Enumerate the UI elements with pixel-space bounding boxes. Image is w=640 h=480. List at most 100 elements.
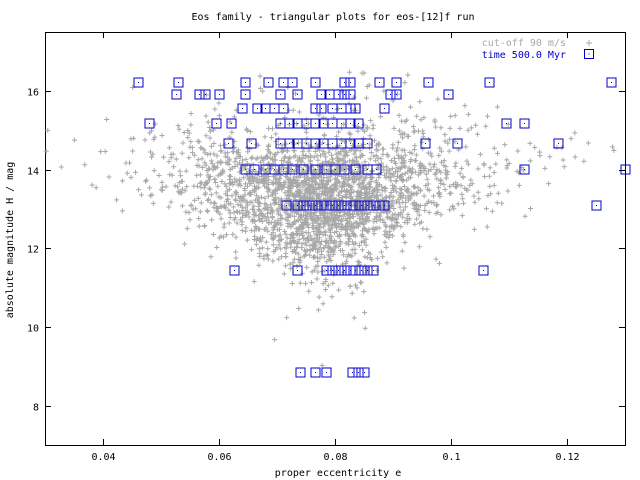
gray-cross-point <box>368 149 374 155</box>
gray-cross-point <box>380 151 386 157</box>
blue-box-point <box>275 89 286 100</box>
gray-cross-point <box>334 133 340 139</box>
gray-cross-point <box>296 109 302 115</box>
gray-cross-point <box>311 254 317 260</box>
gray-cross-point <box>188 139 194 145</box>
legend-sample-dot <box>588 53 590 55</box>
gray-cross-point <box>383 194 389 200</box>
blue-box-dot <box>355 270 356 271</box>
gray-cross-point <box>188 110 194 116</box>
blue-box-dot <box>338 94 339 95</box>
blue-box-point <box>246 138 257 149</box>
gray-cross-point <box>291 174 297 180</box>
gray-cross-point <box>196 223 202 229</box>
blue-box-point <box>316 89 327 100</box>
gray-cross-point <box>239 167 245 173</box>
gray-cross-point <box>310 246 316 252</box>
gray-cross-point <box>363 236 369 242</box>
gray-cross-point <box>414 190 420 196</box>
gray-cross-point <box>383 195 389 201</box>
gray-cross-point <box>402 131 408 137</box>
blue-box-point <box>321 200 332 211</box>
gray-cross-point <box>485 193 491 199</box>
gray-cross-point <box>314 193 320 199</box>
gray-cross-point <box>45 127 51 133</box>
gray-cross-point <box>364 191 370 197</box>
gray-cross-point <box>472 199 478 205</box>
gray-cross-point <box>175 184 181 190</box>
blue-box-dot <box>350 143 351 144</box>
gray-cross-point <box>316 229 322 235</box>
gray-cross-point <box>428 167 434 173</box>
gray-cross-point <box>395 213 401 219</box>
gray-cross-point <box>494 150 500 156</box>
gray-cross-point <box>321 254 327 260</box>
gray-cross-point <box>527 205 533 211</box>
gray-cross-point <box>427 234 433 240</box>
gray-cross-point <box>321 178 327 184</box>
gray-cross-point <box>367 209 373 215</box>
gray-cross-point <box>195 138 201 144</box>
gray-cross-point <box>417 203 423 209</box>
blue-box-point <box>501 118 512 129</box>
blue-box-point <box>606 77 617 88</box>
gray-cross-point <box>302 240 308 246</box>
gray-cross-point <box>326 149 332 155</box>
gray-cross-point <box>306 192 312 198</box>
gray-cross-point <box>408 104 414 110</box>
gray-cross-point <box>256 213 262 219</box>
gray-cross-point <box>232 159 238 165</box>
gray-cross-point <box>208 143 214 149</box>
gray-cross-point <box>362 159 368 165</box>
gray-cross-point <box>294 183 300 189</box>
blue-box-point <box>350 103 361 114</box>
gray-cross-point <box>426 198 432 204</box>
gray-cross-point <box>265 189 271 195</box>
gray-cross-point <box>398 210 404 216</box>
gray-cross-point <box>205 119 211 125</box>
blue-box-point <box>591 200 602 211</box>
gray-cross-point <box>315 220 321 226</box>
blue-box-dot <box>149 123 150 124</box>
gray-cross-point <box>431 164 437 170</box>
gray-cross-point <box>150 200 156 206</box>
gray-cross-point <box>504 165 510 171</box>
gray-cross-point <box>385 214 391 220</box>
gray-cross-point <box>433 124 439 130</box>
gray-cross-point <box>285 215 291 221</box>
gray-cross-point <box>257 73 263 79</box>
gray-cross-point <box>179 150 185 156</box>
gray-cross-point <box>341 152 347 158</box>
gray-cross-point <box>464 158 470 164</box>
blue-box-dot <box>344 169 345 170</box>
gray-cross-point <box>265 193 271 199</box>
gray-cross-point <box>303 140 309 146</box>
gray-cross-point <box>417 220 423 226</box>
gray-cross-point <box>329 183 335 189</box>
gray-cross-point <box>405 197 411 203</box>
gray-cross-point <box>351 151 357 157</box>
gray-cross-point <box>313 231 319 237</box>
gray-cross-point <box>278 215 284 221</box>
gray-cross-point <box>144 177 150 183</box>
gray-cross-point <box>220 169 226 175</box>
gray-cross-point <box>203 190 209 196</box>
gray-cross-point <box>226 186 232 192</box>
blue-box-dot <box>338 205 339 206</box>
gray-cross-point <box>448 113 454 119</box>
gray-cross-point <box>399 195 405 201</box>
blue-box-point <box>240 89 251 100</box>
gray-cross-point <box>327 233 333 239</box>
gray-cross-point <box>402 80 408 86</box>
gray-cross-point <box>187 217 193 223</box>
blue-box-point <box>310 118 321 129</box>
gray-cross-point <box>349 247 355 253</box>
blue-box-point <box>133 77 144 88</box>
gray-cross-point <box>260 88 266 94</box>
gray-cross-point <box>189 150 195 156</box>
legend-label-time: time 500.0 Myr <box>482 50 566 61</box>
axis-ticks: 0.04 0.06 0.08 0.1 0.12 8 10 12 14 16 <box>27 32 625 463</box>
gray-cross-point <box>213 190 219 196</box>
gray-cross-point <box>402 152 408 158</box>
gray-cross-point <box>243 166 249 172</box>
